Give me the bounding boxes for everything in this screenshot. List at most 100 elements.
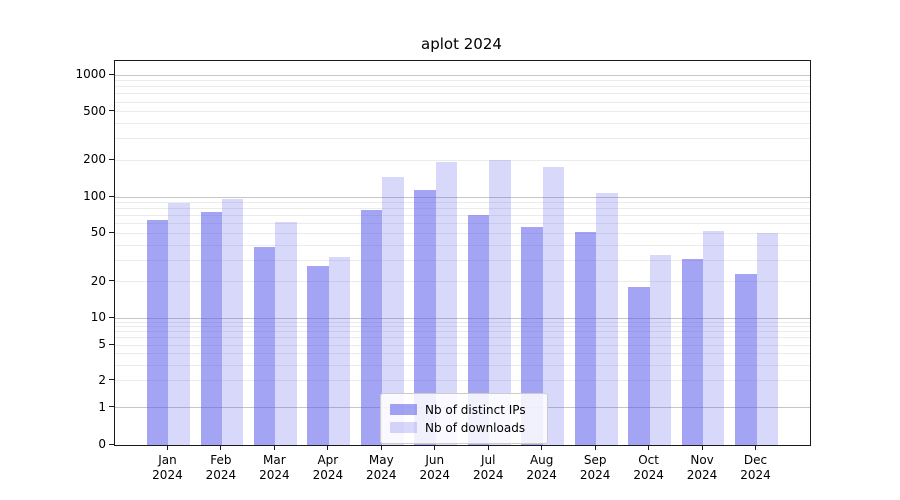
y-tick-label-1: 1 [98, 399, 106, 414]
bar-downloads-aug [542, 167, 565, 445]
gridline-800 [115, 86, 810, 88]
gridline-3 [115, 364, 810, 366]
x-tick-mark-feb [220, 445, 222, 450]
y-tick-label-5: 5 [98, 337, 106, 352]
legend-label-distinct-ips: Nb of distinct IPs [425, 402, 526, 417]
x-tick-label-nov: Nov 2024 [686, 453, 718, 482]
bar-ips-aug [521, 227, 543, 445]
bar-ips-may [360, 210, 383, 445]
gridline-600 [115, 101, 810, 103]
y-tick-label-50: 50 [90, 225, 106, 240]
x-tick-mark-apr [327, 445, 329, 450]
y-tick-mark-2 [109, 379, 114, 381]
x-tick-mark-jun [434, 445, 436, 450]
gridline-40 [115, 244, 810, 246]
gridline-90 [115, 202, 810, 204]
y-tick-mark-1 [109, 406, 114, 408]
x-tick-label-aug: Aug 2024 [526, 453, 557, 482]
y-tick-label-1000: 1000 [75, 67, 106, 82]
bar-downloads-mar [275, 222, 297, 445]
bar-downloads-apr [328, 256, 351, 445]
bar-ips-feb [200, 212, 222, 445]
gridline-70 [115, 215, 810, 217]
bar-ips-jan [147, 219, 169, 445]
y-tick-mark-500 [109, 110, 114, 112]
x-tick-mark-dec [755, 445, 757, 450]
gridline-50 [115, 232, 810, 234]
legend-item-downloads: Nb of downloads [390, 419, 538, 436]
y-tick-mark-100 [109, 195, 114, 197]
y-tick-mark-20 [109, 280, 114, 282]
bar-ips-mar [253, 246, 276, 445]
x-tick-mark-nov [701, 445, 703, 450]
plot-area: Nb of distinct IPs Nb of downloads [114, 60, 811, 446]
x-tick-label-dec: Dec 2024 [740, 453, 771, 482]
legend: Nb of distinct IPs Nb of downloads [380, 393, 548, 444]
gridline-400 [115, 123, 810, 125]
x-tick-label-feb: Feb 2024 [205, 453, 237, 482]
gridline-60 [115, 223, 810, 225]
y-tick-label-100: 100 [83, 189, 106, 203]
gridline-20 [115, 281, 810, 283]
x-tick-mark-jul [487, 445, 489, 450]
gridline-7 [115, 331, 810, 333]
gridline-30 [115, 259, 810, 261]
y-tick-label-2: 2 [98, 372, 106, 387]
gridline-4 [115, 353, 810, 355]
x-tick-mark-aug [541, 445, 543, 450]
legend-swatch-downloads [390, 422, 417, 433]
y-tick-label-10: 10 [90, 310, 106, 324]
gridline-80 [115, 208, 810, 210]
legend-label-downloads: Nb of downloads [425, 420, 526, 435]
bar-downloads-jan [168, 202, 190, 445]
legend-swatch-distinct-ips [390, 404, 417, 415]
y-tick-mark-50 [109, 231, 114, 233]
y-tick-mark-5 [109, 343, 114, 345]
bar-ips-apr [307, 265, 329, 445]
bar-downloads-nov [703, 231, 725, 445]
x-tick-label-jan: Jan 2024 [152, 453, 183, 482]
x-tick-label-jul: Jul 2024 [472, 453, 504, 482]
bar-downloads-dec [756, 233, 778, 445]
x-tick-mark-may [380, 445, 382, 450]
bar-downloads-sep [596, 192, 618, 445]
x-tick-mark-sep [594, 445, 596, 450]
x-tick-mark-jan [166, 445, 168, 450]
gridline-6 [115, 337, 810, 339]
legend-item-distinct-ips: Nb of distinct IPs [390, 401, 538, 418]
chart-title: aplot 2024 [421, 35, 502, 53]
x-tick-mark-oct [648, 445, 650, 450]
gridline-900 [115, 80, 810, 82]
gridline-300 [115, 138, 810, 140]
bar-downloads-jun [435, 161, 458, 445]
bar-ips-oct [628, 287, 650, 445]
x-tick-label-apr: Apr 2024 [312, 453, 344, 482]
x-tick-label-jun: Jun 2024 [419, 453, 451, 482]
gridline-5 [115, 344, 810, 346]
bar-ips-jul [467, 215, 490, 445]
bar-downloads-jul [489, 160, 511, 445]
y-tick-label-20: 20 [90, 273, 106, 288]
bar-ips-sep [574, 232, 597, 445]
gridline-100 [115, 196, 810, 198]
x-tick-label-may: May 2024 [366, 453, 397, 482]
gridline-8 [115, 326, 810, 328]
y-tick-label-0: 0 [98, 437, 106, 451]
x-tick-mark-mar [273, 445, 275, 450]
bar-ips-nov [681, 258, 704, 445]
gridline-10 [115, 317, 810, 319]
gridline-700 [115, 93, 810, 95]
bar-ips-dec [735, 274, 757, 445]
bar-downloads-may [382, 176, 404, 445]
gridline-200 [115, 159, 810, 161]
y-tick-mark-1000 [109, 73, 114, 75]
x-tick-label-oct: Oct 2024 [633, 453, 664, 482]
gridline-500 [115, 111, 810, 113]
gridline-9 [115, 321, 810, 323]
y-tick-label-500: 500 [83, 103, 106, 118]
gridline-2 [115, 380, 810, 382]
bar-downloads-oct [649, 255, 671, 445]
y-tick-mark-200 [109, 158, 114, 160]
y-tick-label-200: 200 [83, 152, 106, 167]
